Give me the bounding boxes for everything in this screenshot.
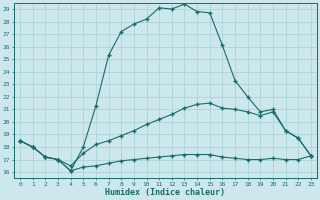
X-axis label: Humidex (Indice chaleur): Humidex (Indice chaleur) xyxy=(106,188,226,197)
